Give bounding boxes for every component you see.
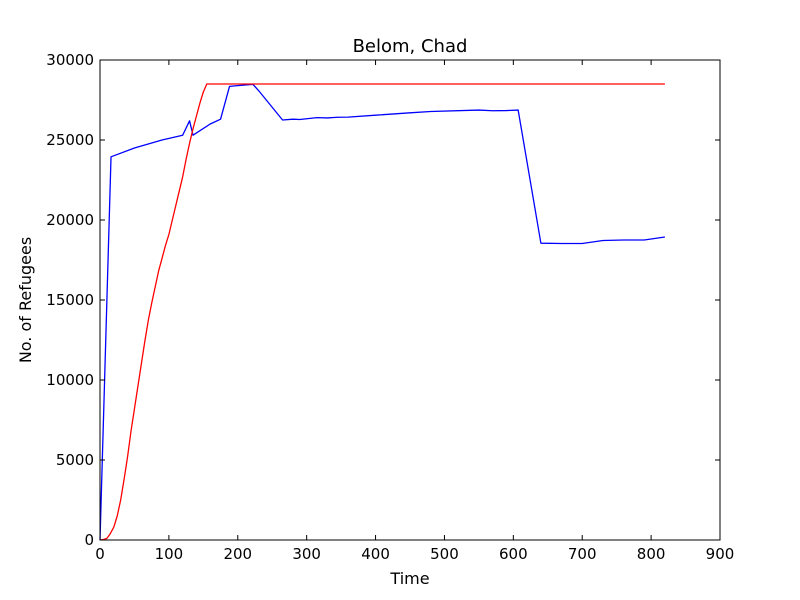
x-tick-label: 0 [95,545,105,563]
series-line-2 [99,83,665,541]
y-tick-label: 5000 [56,451,94,469]
y-tick-label: 25000 [46,131,94,149]
chart-title: Belom, Chad [353,36,468,57]
y-tick-label: 10000 [46,371,94,389]
y-tick-label: 15000 [46,291,94,309]
x-tick-label: 800 [637,545,666,563]
y-tick-label: 30000 [46,51,94,69]
plot-area [100,60,720,540]
x-tick-label: 200 [223,545,252,563]
series-line-1 [99,83,665,541]
x-tick-label: 700 [568,545,597,563]
y-axis-label: No. of Refugees [16,237,35,363]
series-layer [99,83,665,541]
y-tick-label: 20000 [46,211,94,229]
x-tick-label: 900 [706,545,735,563]
y-axis: 0 5000 10000 15000 20000 25000 30000 [46,51,720,549]
x-tick-label: 500 [430,545,459,563]
x-tick-label: 300 [292,545,321,563]
x-axis-label: Time [389,569,429,588]
y-tick-label: 0 [84,531,94,549]
x-tick-label: 100 [155,545,184,563]
x-tick-label: 400 [361,545,390,563]
x-axis: 0 100 200 300 400 500 600 700 800 900 [95,60,734,563]
x-tick-label: 600 [499,545,528,563]
